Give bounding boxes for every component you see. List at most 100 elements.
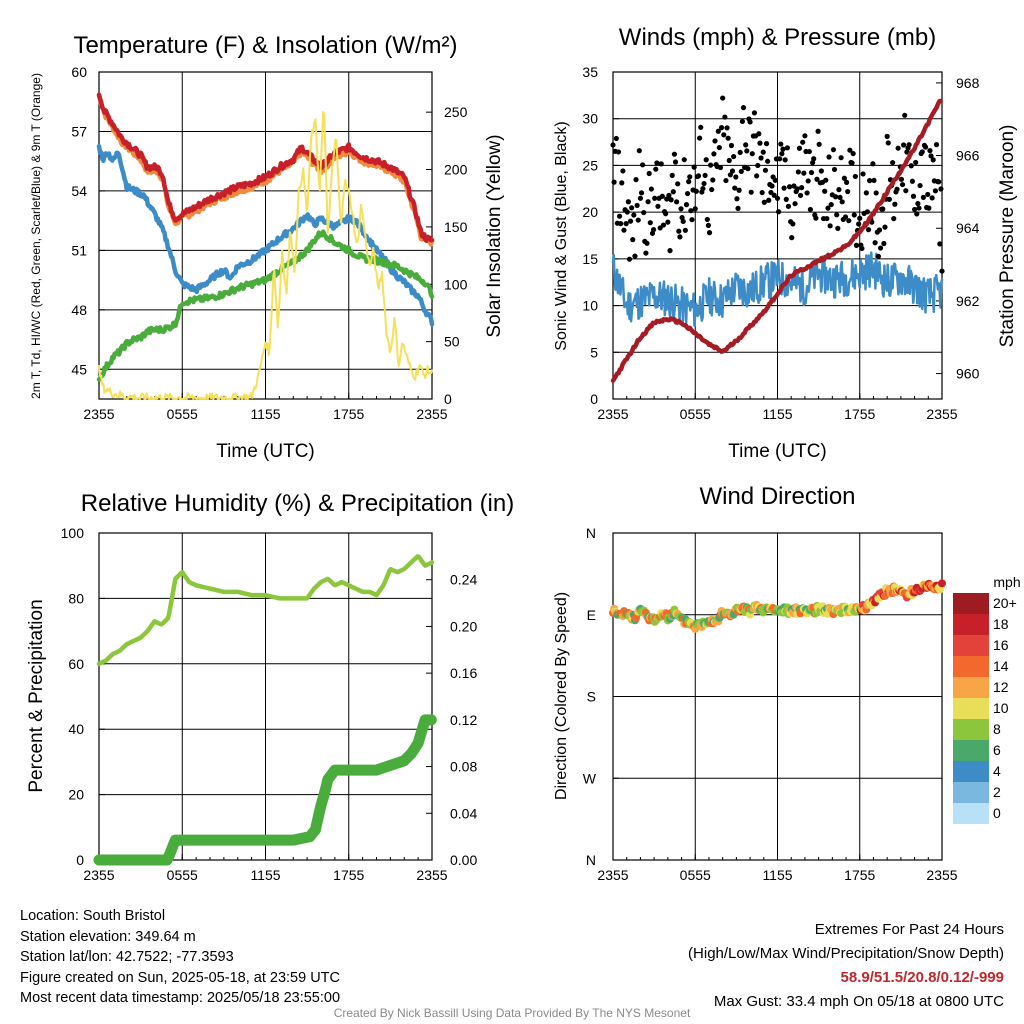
credit-text: Created By Nick Bassill Using Data Provi… [333, 1006, 691, 1020]
gust-point [806, 148, 812, 155]
gust-point [653, 166, 659, 172]
colorbar-level-label: 12 [993, 679, 1009, 695]
x-tick-label: 1755 [333, 406, 364, 422]
gust-point [826, 154, 832, 160]
y-left-tick-label: 30 [582, 111, 598, 127]
gust-point [895, 145, 901, 151]
gust-point [706, 230, 713, 236]
latlon-text: Station lat/lon: 42.7522; -77.3593 [20, 949, 234, 965]
y-right-tick-label: 960 [956, 366, 980, 382]
gust-point [875, 253, 881, 259]
gust-point [698, 124, 704, 130]
gust-point [864, 209, 871, 215]
gust-point [815, 128, 821, 134]
gust-point [648, 186, 654, 192]
max-gust-text: Max Gust: 33.4 mph On 05/18 at 0800 UTC [713, 993, 1004, 1010]
gust-point [663, 211, 669, 217]
gust-point [667, 248, 673, 254]
gust-point [702, 172, 708, 179]
colorbar-swatch [953, 677, 989, 698]
y-right-tick-label: 200 [444, 162, 468, 178]
gust-point [884, 133, 890, 139]
gust-point [782, 157, 788, 163]
gust-point [670, 189, 676, 195]
gust-point [774, 195, 781, 201]
gust-point [778, 141, 784, 147]
y-tick-label: E [587, 607, 596, 623]
gust-point [689, 217, 695, 223]
gust-point [769, 183, 775, 189]
gust-point [668, 197, 674, 203]
gust-point [811, 156, 817, 162]
gust-point [913, 159, 919, 166]
colorbar-label: mph [993, 574, 1020, 590]
gust-point [839, 199, 845, 205]
colorbar-level-label: 4 [993, 763, 1001, 779]
gust-point [715, 128, 721, 134]
gust-point [731, 153, 737, 160]
x-axis-label: Time (UTC) [216, 441, 315, 462]
y-left-tick-label: 5 [590, 344, 598, 360]
y-left-tick-label: 100 [61, 525, 85, 541]
gust-point [738, 168, 744, 175]
gust-point [674, 199, 680, 205]
colorbar-swatch [953, 656, 989, 677]
gust-point [660, 222, 667, 228]
gust-point [891, 216, 897, 222]
temperature-series-line [98, 111, 433, 400]
gust-point [881, 240, 887, 247]
gust-point [865, 227, 872, 233]
gust-point [929, 195, 935, 201]
gust-point [691, 164, 697, 170]
gust-point [729, 168, 736, 174]
y-right-axis-label: Station Pressure (Maroon) [997, 125, 1018, 348]
elevation-text: Station elevation: 349.64 m [20, 928, 196, 945]
gust-point [712, 138, 718, 144]
gust-point [758, 155, 764, 161]
panel-1: 2355 0555 1155 1755 2355 45 48 51 54 57 60 0 50 100 15… [29, 32, 505, 462]
gust-point [619, 180, 625, 186]
colorbar-level-label: 0 [993, 805, 1001, 821]
gust-point [744, 148, 750, 154]
gust-point [919, 149, 925, 155]
y-left-tick-label: 0 [590, 391, 598, 407]
gust-point [783, 196, 789, 202]
station-info: Location: South Bristol Station elevatio… [20, 906, 340, 1009]
gust-point [877, 245, 884, 251]
gust-point [634, 202, 640, 209]
gust-point [857, 215, 863, 221]
gust-point [830, 147, 837, 153]
gust-point [666, 192, 672, 198]
colorbar-swatch [953, 719, 989, 740]
gust-point [937, 241, 943, 247]
gust-point [624, 209, 630, 215]
gust-point [618, 220, 624, 227]
x-tick-label: 1155 [762, 867, 792, 883]
gust-point [850, 150, 856, 157]
gust-point [739, 118, 746, 125]
gust-point [902, 112, 908, 118]
gust-point [711, 151, 717, 157]
y-left-tick-label: 25 [582, 157, 598, 173]
gust-point [835, 225, 841, 231]
gust-point [678, 206, 684, 212]
y-left-tick-label: 80 [68, 590, 84, 606]
y-left-tick-label: 60 [68, 656, 84, 672]
gust-point [794, 186, 800, 192]
gust-point [841, 175, 847, 181]
gust-point [755, 162, 761, 169]
x-tick-label: 0555 [680, 406, 711, 422]
gust-point [853, 242, 860, 248]
gust-point [725, 135, 731, 141]
gust-point [737, 149, 743, 156]
gust-point [915, 200, 921, 207]
colorbar-swatch [953, 782, 989, 803]
gust-point [886, 196, 892, 202]
gust-point [611, 179, 617, 185]
gust-point [638, 190, 645, 196]
gust-point [759, 189, 765, 196]
gust-point [669, 172, 675, 178]
x-tick-label: 2355 [597, 406, 628, 422]
colorbar-swatch [953, 593, 989, 614]
extremes-info: Extremes For Past 24 Hours (High/Low/Max… [688, 918, 1004, 1014]
